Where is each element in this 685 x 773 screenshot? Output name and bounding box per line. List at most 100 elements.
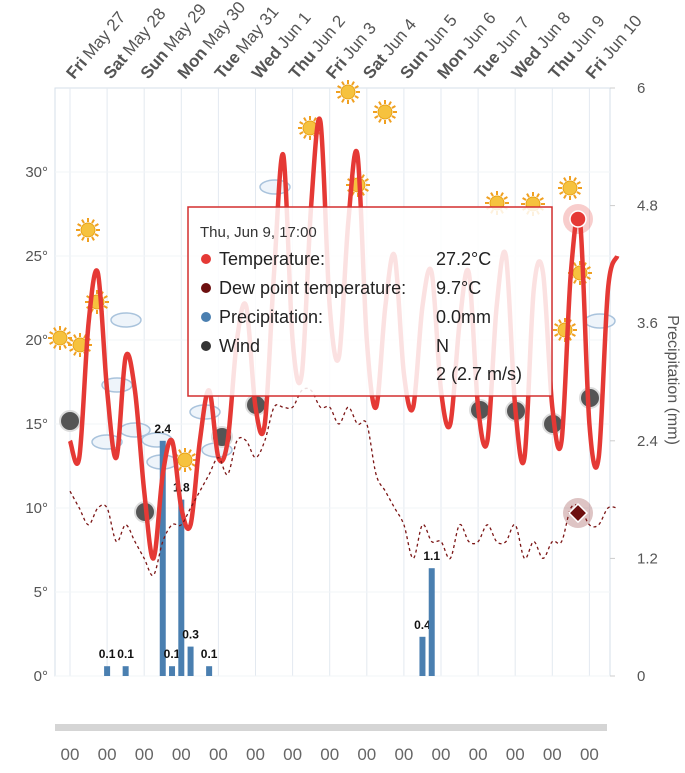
sun-ray (103, 295, 108, 299)
sun-ray (361, 174, 365, 179)
sun-ray (178, 466, 182, 471)
sun-core (52, 330, 68, 346)
sun-ray (576, 181, 581, 185)
sun-ray (337, 95, 342, 99)
date: Jun 10 (598, 12, 645, 63)
hour-label: 00 (209, 745, 228, 764)
weekday: Sun (396, 46, 431, 83)
sun-ray (91, 236, 95, 241)
dew-point-line (69, 387, 618, 577)
precipitation-label: 1.8 (173, 481, 190, 495)
sun-ray (586, 266, 591, 270)
precipitation-bar (159, 440, 166, 676)
sun-ray (554, 333, 559, 337)
hour-label: 00 (98, 745, 117, 764)
precipitation-bar (187, 646, 194, 676)
tooltip-label: Wind (219, 336, 260, 356)
sun-ray (361, 191, 365, 196)
sun-icon (48, 326, 72, 350)
sun-ray (563, 177, 567, 182)
sun-ray (53, 327, 57, 332)
sun-ray (378, 101, 382, 106)
sun-ray (554, 323, 559, 327)
hour-label: 00 (432, 745, 451, 764)
sun-ray (571, 323, 576, 327)
sun-ray (341, 81, 345, 86)
sun-ray (354, 85, 359, 89)
sun-ray (313, 117, 317, 122)
moon-icon (59, 410, 81, 432)
sun-ray (178, 449, 182, 454)
sun-icon (553, 318, 577, 342)
sun-core (377, 104, 393, 120)
weekday: Sun (137, 46, 172, 83)
tooltip-label: Temperature: (219, 249, 325, 269)
sun-ray (188, 466, 192, 471)
sun-ray (77, 223, 82, 227)
sun-ray (188, 449, 192, 454)
sun-ray (73, 351, 77, 356)
sun-ray (378, 118, 382, 123)
sun-ray (539, 197, 544, 201)
sun-core (340, 84, 356, 100)
sun-ray (303, 117, 307, 122)
sun-ray (63, 344, 67, 349)
y-tick-label: 25° (25, 248, 48, 265)
weekday: Sat (359, 50, 391, 83)
precipitation-bar (206, 666, 213, 676)
sun-ray (73, 334, 77, 339)
hour-label: 00 (320, 745, 339, 764)
cloud-icon (259, 179, 291, 195)
sun-ray (341, 98, 345, 103)
sun-ray (66, 341, 71, 345)
precipitation-label: 0.3 (182, 628, 199, 642)
tooltip-title: Thu, Jun 9, 17:00 (200, 224, 317, 241)
weekday: Tue (471, 48, 504, 82)
tooltip-wind-speed: 2 (2.7 m/s) (436, 364, 522, 384)
hour-label: 00 (283, 745, 302, 764)
sun-ray (53, 344, 57, 349)
precipitation-label: 0.4 (414, 618, 431, 632)
sun-ray (558, 336, 562, 341)
sun-ray (503, 196, 508, 200)
sun-ray (391, 115, 396, 119)
precipitation-bar (169, 666, 176, 676)
weekday: Wed (508, 43, 545, 82)
tooltip-dot (201, 254, 211, 264)
hour-label: 00 (246, 745, 265, 764)
sun-ray (49, 331, 54, 335)
precipitation-label: 0.1 (99, 647, 116, 661)
sun-ray (77, 233, 82, 237)
hour-label: 00 (580, 745, 599, 764)
precipitation-bar (419, 636, 426, 676)
weekday: Mon (174, 44, 211, 83)
sun-ray (573, 177, 577, 182)
hour-label: 00 (394, 745, 413, 764)
sun-ray (391, 105, 396, 109)
sun-ray (299, 121, 304, 125)
y2-tick-label: 0 (637, 668, 645, 685)
tooltip-dot (201, 341, 211, 351)
sun-ray (191, 463, 196, 467)
sun-ray (586, 276, 591, 280)
precipitation-bar (428, 568, 435, 676)
tooltip-value: 9.7°C (436, 278, 481, 298)
cloud-icon (110, 312, 142, 328)
hour-label: 00 (543, 745, 562, 764)
tooltip-value: 27.2°C (436, 249, 491, 269)
sun-ray (573, 194, 577, 199)
tooltip-label: Dew point temperature: (219, 278, 406, 298)
sun-ray (559, 191, 564, 195)
weekday: Tue (211, 48, 244, 82)
sun-ray (66, 331, 71, 335)
sun-core (562, 180, 578, 196)
y-tick-label: 30° (25, 164, 48, 181)
sun-ray (573, 262, 577, 267)
y2-tick-label: 4.8 (637, 198, 658, 215)
tooltip-value: 0.0mm (436, 307, 491, 327)
sun-icon (336, 80, 360, 104)
sun-core (80, 222, 96, 238)
y2-axis-label: Precipitation (mm) (664, 315, 681, 445)
sun-ray (351, 81, 355, 86)
